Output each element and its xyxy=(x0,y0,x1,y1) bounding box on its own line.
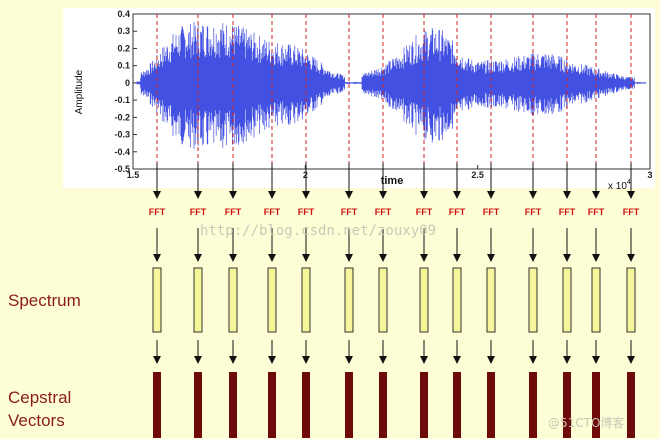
y-tick-label: 0.1 xyxy=(117,61,130,71)
frame-pipeline: FFT FFT FFT FFT FFT FFT FFT FFT FFT FFT FFT FFT FFT F… xyxy=(149,163,640,438)
y-tick-label: -0.5 xyxy=(114,164,130,174)
corner-watermark: @51CTO博客 xyxy=(548,416,625,430)
fft-label: FFT xyxy=(375,207,392,217)
fft-label: FFT xyxy=(298,207,315,217)
cepstral-vector xyxy=(453,372,461,438)
spectrum-box xyxy=(486,267,496,333)
cepstral-vector xyxy=(529,372,537,438)
y-tick-label: -0.1 xyxy=(114,95,130,105)
y-tick-label: 0 xyxy=(125,78,130,88)
cepstral-vector xyxy=(563,372,571,438)
cepstral-label-line2: Vectors xyxy=(8,411,65,430)
fft-label: FFT xyxy=(525,207,542,217)
x-axis-ticks: 1.5 2 2.5 3 xyxy=(127,165,653,180)
fft-label: FFT xyxy=(225,207,242,217)
fft-label: FFT xyxy=(449,207,466,217)
fft-label: FFT xyxy=(264,207,281,217)
y-axis-ticks: 0.4 0.3 0.2 0.1 0 -0.1 -0.2 -0.3 -0.4 -0.5 xyxy=(114,9,137,174)
spectrum-box xyxy=(378,267,388,333)
cepstral-label-line1: Cepstral xyxy=(8,388,72,407)
spectrum-box xyxy=(344,267,354,333)
fft-label: FFT xyxy=(588,207,605,217)
y-tick-label: 0.3 xyxy=(117,26,130,36)
waveform-trace xyxy=(136,21,647,150)
plot-frame xyxy=(132,13,651,170)
cepstral-vector xyxy=(420,372,428,438)
x-tick-label: 3 xyxy=(647,170,652,180)
spectrum-box xyxy=(301,267,311,333)
x-tick-label: 2.5 xyxy=(471,170,484,180)
fft-label: FFT xyxy=(623,207,640,217)
y-tick-label: -0.4 xyxy=(114,147,130,157)
spectrum-box xyxy=(419,267,429,333)
spectrum-box xyxy=(562,267,572,333)
cepstral-vector xyxy=(194,372,202,438)
spectrum-box xyxy=(152,267,162,333)
x-multiplier: x 104 xyxy=(608,179,631,192)
y-tick-label: -0.2 xyxy=(114,112,130,122)
x-tick-label: 1.5 xyxy=(127,170,140,180)
fft-label: FFT xyxy=(190,207,207,217)
spectrum-box xyxy=(591,267,601,333)
cepstral-vector xyxy=(302,372,310,438)
cepstral-vector xyxy=(268,372,276,438)
y-tick-label: -0.3 xyxy=(114,130,130,140)
fft-label: FFT xyxy=(416,207,433,217)
spectrum-box xyxy=(267,267,277,333)
cepstral-vector xyxy=(379,372,387,438)
y-axis-label: Amplitude xyxy=(74,69,85,114)
spectrum-label: Spectrum xyxy=(8,291,81,310)
frame-boundaries xyxy=(156,14,632,169)
cepstral-vector xyxy=(592,372,600,438)
spectrum-box xyxy=(626,267,636,333)
spectrum-box xyxy=(528,267,538,333)
x-axis-label: time xyxy=(381,175,404,187)
cepstral-vector xyxy=(153,372,161,438)
cepstral-vector xyxy=(487,372,495,438)
y-tick-label: 0.2 xyxy=(117,43,130,53)
fft-label: FFT xyxy=(341,207,358,217)
x-tick-label: 2 xyxy=(303,170,308,180)
fft-label: FFT xyxy=(483,207,500,217)
spectrum-box xyxy=(228,267,238,333)
fft-label: FFT xyxy=(559,207,576,217)
url-watermark: http://blog.csdn.net/zouxy09 xyxy=(200,223,437,239)
spectrum-box xyxy=(193,267,203,333)
cepstral-vector xyxy=(627,372,635,438)
fft-label: FFT xyxy=(149,207,166,217)
cepstral-vector xyxy=(345,372,353,438)
cepstral-vector xyxy=(229,372,237,438)
y-tick-label: 0.4 xyxy=(117,9,130,19)
speech-waveform xyxy=(136,21,647,150)
x-exponent: 4 xyxy=(627,179,631,186)
spectrum-box xyxy=(452,267,462,333)
